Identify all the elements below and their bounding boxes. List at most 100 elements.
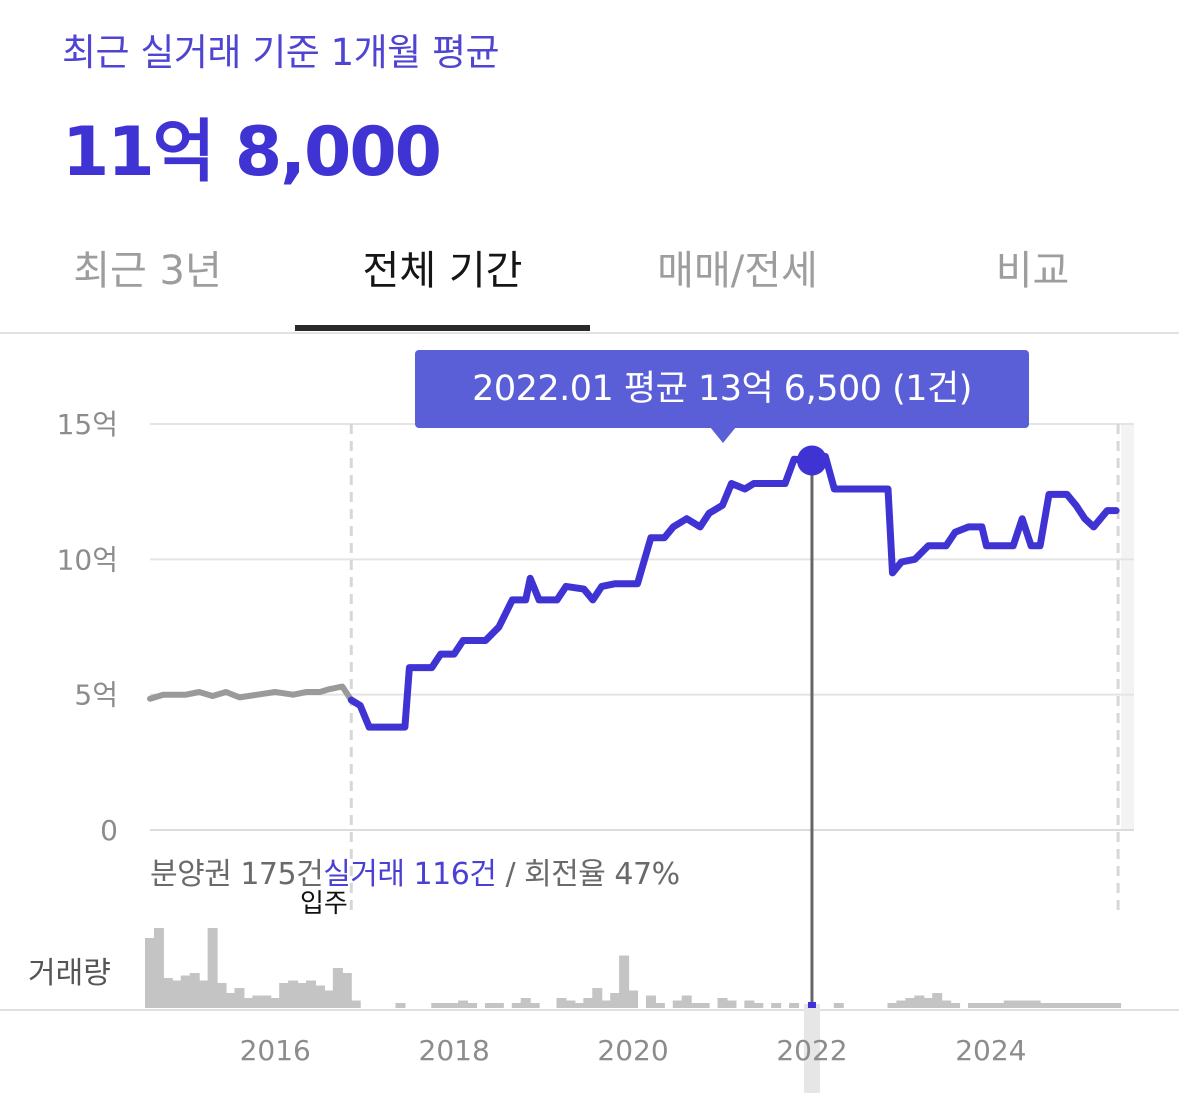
volume-bar xyxy=(932,993,943,1008)
volume-bar xyxy=(905,998,916,1008)
volume-bar xyxy=(950,1003,961,1008)
volume-bar xyxy=(1039,1003,1050,1008)
volume-bar xyxy=(1066,1003,1077,1008)
volume-bar xyxy=(243,998,254,1008)
volume-bar xyxy=(484,1003,495,1008)
volume-bar xyxy=(896,1000,907,1008)
period-tabs: 최근 3년 전체 기간 매매/전세 비교 xyxy=(0,220,1179,334)
volume-bar xyxy=(458,1000,469,1008)
volume-bar xyxy=(314,985,325,1008)
volume-bar xyxy=(1030,1000,1041,1008)
volume-bar xyxy=(565,1000,576,1008)
volume-bar xyxy=(529,1003,540,1008)
x-tick-label: 2018 xyxy=(419,1034,490,1067)
volume-bar xyxy=(1003,1000,1014,1008)
volume-bar xyxy=(449,1003,460,1008)
y-tick-label: 0 xyxy=(100,814,118,847)
volume-bar xyxy=(717,998,728,1008)
volume-bar xyxy=(395,1003,406,1008)
volume-bar xyxy=(941,1000,952,1008)
selected-band xyxy=(803,1004,820,1093)
volume-bar xyxy=(914,995,925,1008)
volume-bar xyxy=(1084,1003,1095,1008)
tooltip-pointer xyxy=(710,427,736,443)
x-tick-label: 2016 xyxy=(240,1034,311,1067)
presale-price-line xyxy=(147,683,355,704)
volume-bar xyxy=(628,990,639,1008)
price-subtitle: 최근 실거래 기준 1개월 평균 xyxy=(62,31,500,74)
volume-bar xyxy=(252,995,263,1008)
volume-bar xyxy=(654,1003,665,1008)
future-region xyxy=(1121,424,1134,830)
volume-bar xyxy=(207,928,218,1008)
volume-bar xyxy=(493,1003,504,1008)
x-tick-label: 2022 xyxy=(776,1034,847,1067)
x-tick-label: 2020 xyxy=(597,1034,668,1067)
volume-bar xyxy=(672,1000,683,1008)
presale-count: 분양권 175건 xyxy=(150,857,324,892)
volume-bar xyxy=(1012,1000,1023,1008)
volume-bar xyxy=(350,1000,361,1008)
tab-sale-lease[interactable]: 매매/전세 xyxy=(657,248,818,294)
volume-bar xyxy=(771,1003,782,1008)
volume-bar xyxy=(985,1003,996,1008)
y-tick-label: 10억 xyxy=(57,543,118,576)
volume-bar xyxy=(153,928,164,1008)
volume-bar xyxy=(332,968,343,1008)
volume-bar xyxy=(681,995,692,1008)
volume-bar xyxy=(887,1003,898,1008)
volume-bar xyxy=(1111,1003,1122,1008)
volume-label: 거래량 xyxy=(28,956,111,991)
volume-bar xyxy=(297,983,308,1008)
move-in-label: 입주 xyxy=(300,889,348,919)
volume-bar xyxy=(789,1003,800,1008)
volume-bar xyxy=(225,993,236,1008)
volume-bar xyxy=(234,988,245,1008)
volume-bar xyxy=(1093,1003,1104,1008)
volume-bar xyxy=(440,1003,451,1008)
y-tick-label: 15억 xyxy=(57,408,118,441)
y-tick-label: 5억 xyxy=(74,679,118,712)
volume-bar xyxy=(1048,1003,1059,1008)
volume-bar xyxy=(467,1003,478,1008)
volume-bar xyxy=(610,993,621,1008)
volume-bar xyxy=(431,1003,442,1008)
trade-count: 실거래 116건 xyxy=(323,857,497,892)
volume-bar xyxy=(1057,1003,1068,1008)
volume-bar xyxy=(145,938,155,1008)
selected-point xyxy=(796,445,827,476)
volume-bar xyxy=(923,998,934,1008)
volume-bar xyxy=(520,998,531,1008)
volume-bar xyxy=(180,975,191,1008)
volume-bar xyxy=(592,988,603,1008)
volume-bar xyxy=(162,978,173,1008)
tab-compare[interactable]: 비교 xyxy=(995,248,1070,294)
volume-bar xyxy=(511,1003,522,1008)
volume-bar xyxy=(976,1003,987,1008)
volume-bar xyxy=(1075,1003,1086,1008)
volume-bar xyxy=(753,1003,764,1008)
volume-bar xyxy=(556,998,567,1008)
volume-bar xyxy=(306,980,317,1008)
volume-bar xyxy=(744,1000,755,1008)
tab-recent-3-years[interactable]: 최근 3년 xyxy=(73,248,222,294)
volume-bar xyxy=(690,1003,701,1008)
trade-price-line xyxy=(347,453,1120,731)
volume-bar xyxy=(341,973,352,1008)
active-tab-indicator xyxy=(295,325,590,331)
volume-bar xyxy=(994,1003,1005,1008)
volume-bar xyxy=(833,1003,844,1008)
volume-bar xyxy=(261,995,272,1008)
x-tick-label: 2024 xyxy=(955,1034,1026,1067)
volume-bar xyxy=(270,998,281,1008)
volume-bar xyxy=(645,995,656,1008)
tab-all-period[interactable]: 전체 기간 xyxy=(362,248,523,294)
volume-bar xyxy=(574,1003,585,1008)
volume-bar xyxy=(583,998,594,1008)
volume-bar xyxy=(619,955,630,1008)
selected-point-tooltip: 2022.01 평균 13억 6,500 (1건) xyxy=(415,350,1029,428)
volume-bar xyxy=(601,1000,612,1008)
transaction-stats: 분양권 175건실거래 116건 / 회전율 47% xyxy=(150,849,680,893)
turnover-rate: / 회전율 47% xyxy=(496,857,680,892)
